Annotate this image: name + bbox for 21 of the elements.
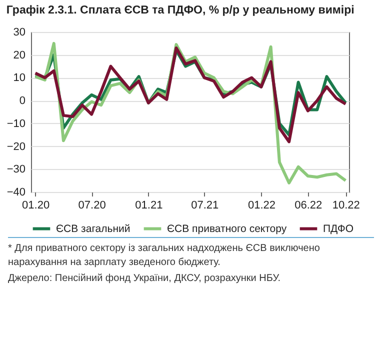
y-tick-label: −10: [6, 118, 26, 130]
x-tick-label: 01.22: [248, 200, 276, 212]
text: * Для приватного сектору із загальних надходжень ЄСВ виключено нарахування на зарплату зведеного бюджету.: [8, 242, 321, 269]
y-tick-label: 0: [19, 95, 26, 108]
x-tick-label: 07.20: [78, 200, 106, 212]
legend-label: ЄСВ загальний: [56, 222, 130, 235]
y-tick-label: 30: [13, 26, 26, 38]
text: Джерело: Пенсійний фонд України, ДКСУ, розрахунки НБУ.: [8, 272, 282, 286]
y-tick-label: −40: [6, 186, 26, 198]
y-tick-label: −20: [6, 140, 26, 153]
x-tick-label: 01.20: [22, 200, 50, 212]
x-tick-label: 06.22: [294, 200, 322, 212]
x-tick-label: 10.22: [332, 200, 360, 212]
y-tick-label: 10: [13, 72, 26, 84]
x-tick-label: 01.21: [135, 200, 163, 212]
legend-label: ПДФО: [323, 222, 354, 235]
chart-title: Графік 2.3.1. Сплата ЄСВ та ПДФО, % р/р у реальному вимірі: [6, 4, 354, 16]
y-tick-label: −30: [6, 164, 26, 176]
legend-label: ЄСВ приватного сектору: [167, 222, 288, 235]
y-tick-label: 20: [13, 49, 26, 62]
x-tick-label: 07.21: [191, 200, 219, 212]
